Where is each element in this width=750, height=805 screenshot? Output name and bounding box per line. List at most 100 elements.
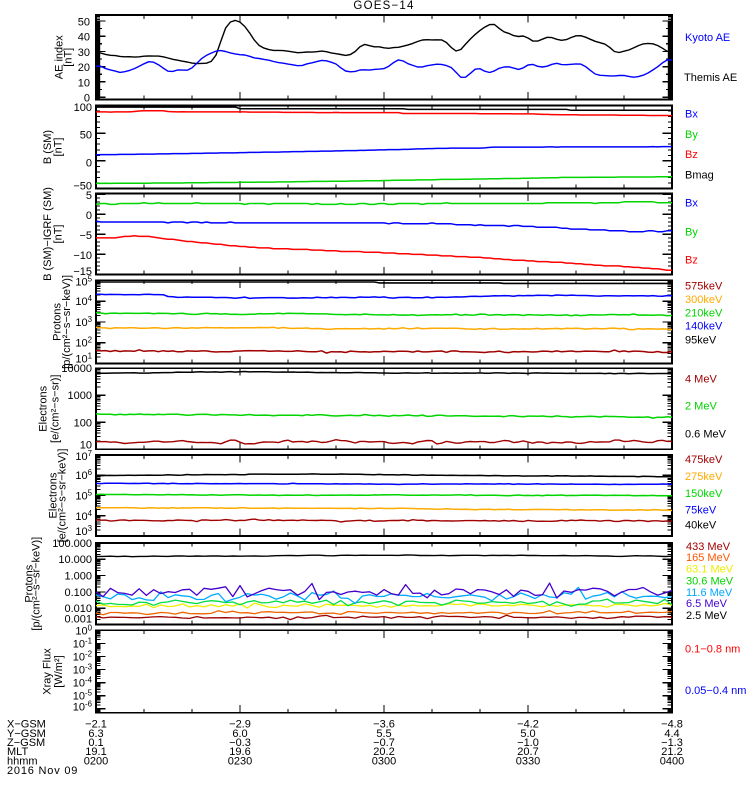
svg-text:Bz: Bz bbox=[685, 255, 698, 267]
svg-text:19.6: 19.6 bbox=[229, 746, 250, 758]
svg-text:20.2: 20.2 bbox=[373, 746, 394, 758]
svg-text:100.000: 100.000 bbox=[52, 538, 92, 550]
svg-text:−0.3: −0.3 bbox=[229, 737, 251, 749]
svg-text:63.1 MeV: 63.1 MeV bbox=[686, 563, 734, 575]
svg-text:50: 50 bbox=[80, 130, 92, 142]
svg-text:50: 50 bbox=[78, 16, 90, 28]
svg-text:[e/(cm²−s−sr)]: [e/(cm²−s−sr)] bbox=[50, 375, 62, 443]
svg-text:10: 10 bbox=[80, 439, 92, 451]
svg-text:0330: 0330 bbox=[516, 755, 540, 767]
svg-text:40keV: 40keV bbox=[685, 520, 717, 532]
svg-text:30: 30 bbox=[78, 47, 90, 59]
svg-text:20.7: 20.7 bbox=[517, 746, 538, 758]
svg-text:0.010: 0.010 bbox=[64, 603, 92, 615]
svg-text:[e/(cm²−s−sr−keV)]: [e/(cm²−s−sr−keV)] bbox=[56, 449, 68, 543]
svg-text:1.000: 1.000 bbox=[64, 571, 92, 583]
svg-text:[nT]: [nT] bbox=[62, 48, 74, 67]
svg-text:[p/(cm²−s−sr−keV)]: [p/(cm²−s−sr−keV)] bbox=[61, 275, 73, 369]
svg-text:B (SM): B (SM) bbox=[42, 130, 54, 164]
svg-text:[nT]: [nT] bbox=[53, 138, 65, 157]
svg-text:−0.7: −0.7 bbox=[373, 737, 395, 749]
svg-text:0300: 0300 bbox=[372, 755, 396, 767]
svg-text:By: By bbox=[685, 227, 698, 239]
svg-text:2016 Nov 09: 2016 Nov 09 bbox=[7, 765, 78, 777]
svg-text:[nT]: [nT] bbox=[53, 225, 65, 244]
svg-text:X−GSM: X−GSM bbox=[7, 719, 46, 731]
svg-text:10: 10 bbox=[78, 77, 90, 89]
svg-text:40: 40 bbox=[78, 32, 90, 44]
svg-text:−15: −15 bbox=[73, 266, 92, 278]
svg-text:By: By bbox=[685, 129, 698, 141]
svg-text:−5: −5 bbox=[79, 230, 92, 242]
svg-text:5.0: 5.0 bbox=[520, 728, 535, 740]
svg-text:−4.2: −4.2 bbox=[517, 719, 539, 731]
svg-text:100: 100 bbox=[74, 102, 92, 114]
svg-text:−3.6: −3.6 bbox=[373, 719, 395, 731]
svg-text:−1.3: −1.3 bbox=[661, 737, 683, 749]
svg-text:MLT: MLT bbox=[7, 746, 28, 758]
svg-text:150keV: 150keV bbox=[685, 488, 723, 500]
svg-text:6.0: 6.0 bbox=[232, 728, 247, 740]
svg-text:Y−GSM: Y−GSM bbox=[7, 728, 46, 740]
svg-text:Bz: Bz bbox=[685, 149, 698, 161]
svg-text:19.1: 19.1 bbox=[85, 746, 106, 758]
svg-text:20: 20 bbox=[78, 62, 90, 74]
svg-text:2 MeV: 2 MeV bbox=[685, 400, 717, 412]
svg-text:0230: 0230 bbox=[228, 755, 252, 767]
svg-text:21.2: 21.2 bbox=[661, 746, 682, 758]
svg-text:10.000: 10.000 bbox=[58, 554, 92, 566]
svg-text:Bx: Bx bbox=[685, 198, 698, 210]
svg-text:4 MeV: 4 MeV bbox=[685, 373, 717, 385]
svg-text:0.6 MeV: 0.6 MeV bbox=[685, 428, 727, 440]
svg-text:0400: 0400 bbox=[660, 755, 684, 767]
svg-text:0.05−0.4 nm: 0.05−0.4 nm bbox=[685, 685, 746, 697]
svg-text:5: 5 bbox=[86, 190, 92, 202]
svg-text:165 MeV: 165 MeV bbox=[686, 552, 731, 564]
svg-text:0200: 0200 bbox=[84, 755, 108, 767]
svg-text:B (SM)−IGRF (SM): B (SM)−IGRF (SM) bbox=[42, 187, 54, 281]
svg-text:575keV: 575keV bbox=[685, 280, 723, 292]
svg-text:Xray Flux: Xray Flux bbox=[42, 648, 54, 695]
svg-text:hhmm: hhmm bbox=[7, 755, 38, 767]
svg-text:Electrons: Electrons bbox=[47, 472, 59, 518]
svg-text:30.6 MeV: 30.6 MeV bbox=[686, 576, 734, 588]
svg-text:1000: 1000 bbox=[68, 390, 92, 402]
svg-text:GOES−14: GOES−14 bbox=[353, 0, 414, 12]
svg-text:Bx: Bx bbox=[685, 108, 698, 120]
svg-text:10000: 10000 bbox=[61, 363, 92, 375]
svg-text:95keV: 95keV bbox=[685, 334, 717, 346]
svg-text:11.6 MeV: 11.6 MeV bbox=[686, 587, 733, 599]
svg-text:0.100: 0.100 bbox=[64, 587, 92, 599]
svg-text:275keV: 275keV bbox=[685, 471, 723, 483]
svg-text:Themis AE: Themis AE bbox=[684, 72, 737, 84]
svg-text:[W/m²]: [W/m²] bbox=[53, 655, 65, 687]
svg-text:2.5 MeV: 2.5 MeV bbox=[686, 610, 728, 622]
svg-text:Kyoto AE: Kyoto AE bbox=[685, 32, 730, 44]
svg-text:433 MeV: 433 MeV bbox=[686, 541, 731, 553]
svg-text:0.1: 0.1 bbox=[88, 737, 103, 749]
svg-text:0: 0 bbox=[86, 210, 92, 222]
svg-text:0: 0 bbox=[84, 93, 90, 105]
svg-text:[p/(cm²−s−sr−keV)]: [p/(cm²−s−sr−keV)] bbox=[31, 537, 43, 631]
svg-text:140keV: 140keV bbox=[685, 321, 723, 333]
svg-text:75keV: 75keV bbox=[685, 505, 717, 517]
svg-text:−2.1: −2.1 bbox=[85, 719, 107, 731]
svg-text:6.5 MeV: 6.5 MeV bbox=[686, 598, 728, 610]
svg-text:AE index: AE index bbox=[53, 35, 65, 80]
svg-text:300keV: 300keV bbox=[685, 294, 723, 306]
svg-text:6.3: 6.3 bbox=[88, 728, 103, 740]
svg-text:4.4: 4.4 bbox=[664, 728, 679, 740]
svg-text:475keV: 475keV bbox=[685, 454, 723, 466]
svg-text:0.001: 0.001 bbox=[64, 614, 92, 626]
svg-text:−4.8: −4.8 bbox=[661, 719, 683, 731]
svg-text:Z−GSM: Z−GSM bbox=[7, 737, 45, 749]
svg-text:−2.9: −2.9 bbox=[229, 719, 251, 731]
svg-text:5.5: 5.5 bbox=[376, 728, 391, 740]
svg-text:Electrons: Electrons bbox=[38, 385, 50, 431]
svg-text:Bmag: Bmag bbox=[685, 170, 714, 182]
svg-text:Protons: Protons bbox=[52, 302, 64, 340]
svg-text:−1.0: −1.0 bbox=[517, 737, 539, 749]
svg-text:0.1−0.8 nm: 0.1−0.8 nm bbox=[685, 644, 740, 656]
svg-text:0: 0 bbox=[86, 157, 92, 169]
svg-text:100: 100 bbox=[74, 417, 92, 429]
